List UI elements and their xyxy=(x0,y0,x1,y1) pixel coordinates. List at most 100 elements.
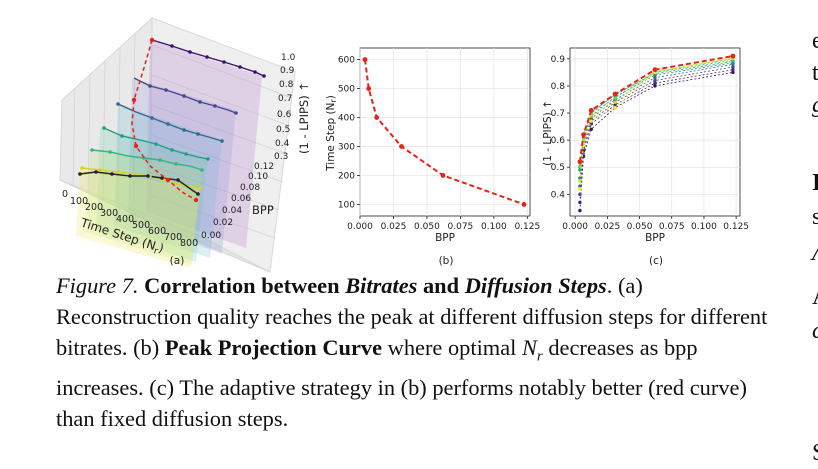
z-tick: 0.4 xyxy=(275,139,290,149)
data-point xyxy=(581,138,586,142)
z-tick: 0.5 xyxy=(276,125,290,135)
series-line xyxy=(579,69,733,203)
data-point xyxy=(731,70,735,75)
caption-title-bitrates: Bitrates xyxy=(345,273,418,298)
caption-math-n: N xyxy=(521,335,537,360)
right-column-fragment: s xyxy=(812,204,818,230)
panel-b-ylabel: Time Step (Nr) xyxy=(325,95,338,172)
x-tick-label: 0.100 xyxy=(481,222,507,232)
panel-c-marks xyxy=(577,53,736,213)
x-tick-label: 0.025 xyxy=(594,222,620,232)
z-tick: 1.0 xyxy=(281,53,296,63)
caption-text: decreases as bpp increases. (c) The adap… xyxy=(56,335,747,432)
caption-text: . (a) Reconstruction quality reaches the… xyxy=(56,273,768,360)
caption-math-sub: r xyxy=(536,348,543,365)
panel-c-xlabel: BPP xyxy=(645,232,665,244)
data-point xyxy=(578,208,582,213)
series-line xyxy=(579,66,733,195)
y-tick-label: 0.7 xyxy=(551,109,565,119)
panel-a-3d-plot: 0 100 200 300 400 500 600 700 800 Time S… xyxy=(59,16,311,273)
data-point xyxy=(589,127,593,131)
x-tick: 400 xyxy=(116,214,134,225)
x-tick: 300 xyxy=(100,208,118,219)
data-point xyxy=(362,57,368,62)
data-point xyxy=(588,107,594,113)
series-line xyxy=(579,72,733,211)
panel-a-x-ticks: 0 100 200 300 400 500 600 700 800 xyxy=(62,189,198,249)
y-tick: 0.10 xyxy=(248,172,268,182)
data-point xyxy=(730,53,736,59)
data-point xyxy=(578,200,582,205)
z-tick: 0.8 xyxy=(279,80,294,90)
panel-b-marks xyxy=(362,57,527,207)
series-line xyxy=(579,61,733,170)
panel-b-ticks: 0.000 0.025 0.050 0.075 0.100 0.125 100 200 300 4… xyxy=(338,56,540,232)
data-point xyxy=(731,67,735,72)
data-point xyxy=(613,103,617,107)
x-tick-label: 0.025 xyxy=(381,222,407,232)
data-point xyxy=(440,173,446,178)
y-tick: 0.04 xyxy=(222,206,242,216)
pane-grid xyxy=(72,32,293,239)
right-column-fragment: c xyxy=(812,318,818,345)
data-point xyxy=(653,78,657,83)
data-point xyxy=(374,115,380,120)
panel-label-c: (c) xyxy=(649,255,663,267)
y-tick-label: 400 xyxy=(338,114,355,124)
z-tick: 0.9 xyxy=(280,66,295,76)
panel-c-ylabel: (1 - LPIPS) ↑ xyxy=(542,100,554,166)
panel-c-chart: 0.000 0.025 0.050 0.075 0.100 0.125 0.4 0.5 0.6 0… xyxy=(542,47,749,244)
data-point xyxy=(578,168,582,172)
data-point xyxy=(653,81,657,85)
data-point xyxy=(366,86,372,91)
x-tick-label: 0.050 xyxy=(627,222,653,232)
x-tick: 500 xyxy=(132,220,150,231)
y-tick-label: 300 xyxy=(338,142,355,152)
series-line xyxy=(364,59,525,206)
right-column-fragment: Λ xyxy=(812,240,818,267)
z-tick: 0.3 xyxy=(274,152,288,162)
y-tick-label: 600 xyxy=(338,56,355,66)
series-line xyxy=(578,55,734,162)
data-point xyxy=(652,67,658,73)
data-point xyxy=(613,100,617,104)
x-tick-label: 0.050 xyxy=(414,222,440,232)
data-point xyxy=(578,164,582,168)
x-tick-label: 0.075 xyxy=(448,222,474,232)
y-tick-label: 100 xyxy=(338,200,355,210)
y-tick: 0.08 xyxy=(240,183,260,193)
data-point xyxy=(613,96,617,100)
right-column-fragment: S xyxy=(812,440,818,467)
pane-floor xyxy=(59,179,271,273)
y-tick-label: 0.6 xyxy=(551,136,566,146)
y-tick-label: 200 xyxy=(338,171,355,181)
x-tick: 800 xyxy=(180,238,198,249)
caption-text: where optimal xyxy=(387,335,517,360)
z-tick: 0.7 xyxy=(278,94,292,104)
data-point xyxy=(653,84,657,88)
x-tick: 100 xyxy=(70,196,88,207)
right-column-fragment: I xyxy=(812,170,818,196)
x-tick-label: 0.000 xyxy=(562,222,588,232)
x-tick-label: 0.125 xyxy=(514,222,540,232)
panel-c-ticks: 0.000 0.025 0.050 0.075 0.100 0.125 0.4 0.5 0.6 0… xyxy=(551,55,749,232)
panel-a-zlabel: (1 - LPIPS) ↑ xyxy=(297,82,311,154)
x-tick-label: 0.125 xyxy=(723,222,749,232)
data-point xyxy=(578,192,582,197)
right-column-fragment: A xyxy=(812,284,818,311)
data-point xyxy=(521,202,527,207)
z-tick: 0.6 xyxy=(277,110,292,120)
data-point xyxy=(731,65,735,69)
right-column-fragment: t xyxy=(812,60,818,86)
x-tick-label: 0.000 xyxy=(347,222,373,232)
panel-b-chart: 0.000 0.025 0.050 0.075 0.100 0.125 100 200 300 4… xyxy=(325,47,540,244)
caption-title-diffusion-steps: Diffusion Steps xyxy=(464,273,607,298)
data-point xyxy=(612,91,618,97)
right-column-fragment: g xyxy=(812,92,818,119)
y-tick: 0.00 xyxy=(201,231,221,241)
y-tick-label: 0.5 xyxy=(551,163,565,173)
y-tick-label: 0.4 xyxy=(551,190,566,200)
series-line xyxy=(579,57,733,189)
figure-caption: Figure 7. Correlation between Bitrates a… xyxy=(56,270,768,434)
